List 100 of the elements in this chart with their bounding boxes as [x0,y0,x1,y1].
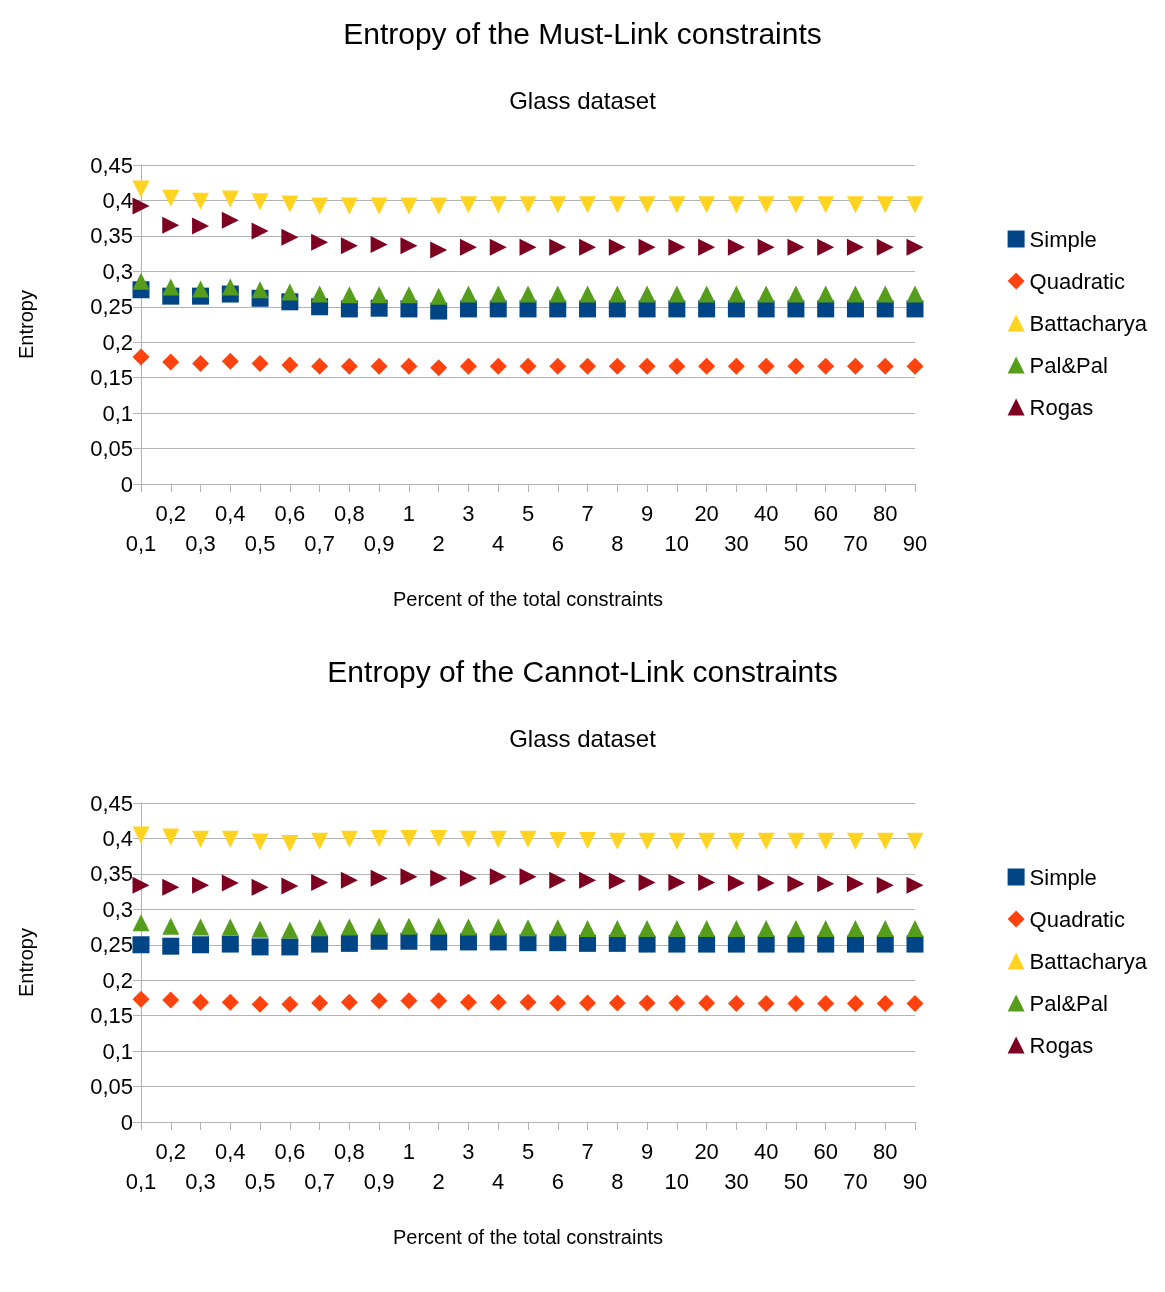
point [192,918,210,936]
point [340,993,358,1011]
point [132,936,150,954]
point [906,919,924,937]
x-tick-label: 40 [753,1138,779,1164]
point [132,826,150,844]
point [787,357,805,375]
x-tick-label: 5 [521,500,535,526]
point [727,995,745,1013]
point [251,222,269,240]
x-tick-label: 10 [664,530,690,556]
point [132,180,150,198]
point [162,216,180,234]
point [251,995,269,1013]
point [579,196,597,214]
x-tick-label: 90 [902,530,928,556]
x-tick-label: 0,7 [304,1168,335,1194]
point [459,869,477,887]
point [787,935,805,953]
point [281,995,299,1013]
x-axis-title: Percent of the total constraints [392,1226,664,1248]
point [727,919,745,937]
point [221,352,239,370]
x-axis-title: Percent of the total constraints [392,588,664,610]
point [757,285,775,303]
point [459,918,477,936]
point [757,196,775,214]
point [370,917,388,935]
point [906,935,924,953]
point [311,873,329,891]
y-tick-label: 0,2 [102,967,133,993]
point [549,238,567,256]
point [876,935,894,953]
point [251,193,269,211]
point [906,285,924,303]
point [430,359,448,377]
point [489,357,507,375]
y-axis-title: Entropy [15,290,37,359]
point [132,272,150,290]
point [192,876,210,894]
point [162,917,180,935]
legend-label: Simple [1029,864,1097,890]
x-tick-label: 7 [581,500,594,526]
legend-label: Quadratic [1029,268,1125,294]
y-tick-label: 0,15 [90,1003,133,1029]
point [489,830,507,848]
point [906,995,924,1013]
x-tick-label: 0,8 [334,500,365,526]
point [311,233,329,251]
point [221,211,239,229]
point [549,994,567,1012]
point [787,875,805,893]
x-tick-label: 9 [640,1138,654,1164]
point [698,873,716,891]
point [430,917,448,935]
point [549,196,567,214]
x-tick-label: 70 [843,530,868,556]
x-tick-label: 10 [664,1168,690,1194]
point [340,286,358,304]
y-tick-label: 0,25 [90,932,133,958]
point [608,994,626,1012]
point [817,919,835,937]
y-tick-label: 0 [120,1109,133,1135]
chart-subtitle: Glass dataset [509,724,657,752]
point [787,919,805,937]
point [668,935,686,953]
legend-label: Battacharya [1029,310,1148,336]
point [489,238,507,256]
y-tick-label: 0,45 [90,152,133,178]
point [787,995,805,1013]
x-tick-label: 0,5 [244,530,276,556]
point [638,919,656,937]
x-tick-label: 8 [611,530,624,556]
point [846,919,864,937]
x-tick-label: 40 [753,500,779,526]
point [787,196,805,214]
x-tick-label: 0,9 [363,530,395,556]
x-tick-label: 0,9 [363,1168,395,1194]
x-tick-label: 5 [521,1138,535,1164]
point [698,832,716,850]
point [281,834,299,852]
point [162,991,180,1009]
point [579,994,597,1012]
point [549,919,567,937]
point [638,994,656,1012]
point [132,990,150,1008]
point [340,357,358,375]
point [192,217,210,235]
point [698,935,716,953]
point [727,874,745,892]
point [370,235,388,253]
point [638,357,656,375]
point [489,918,507,936]
point [519,196,537,214]
x-tick-label: 0,7 [304,530,335,556]
point [459,357,477,375]
x-tick-label: 0,3 [185,1168,216,1194]
point [876,196,894,214]
point [698,238,716,256]
point [430,197,448,215]
